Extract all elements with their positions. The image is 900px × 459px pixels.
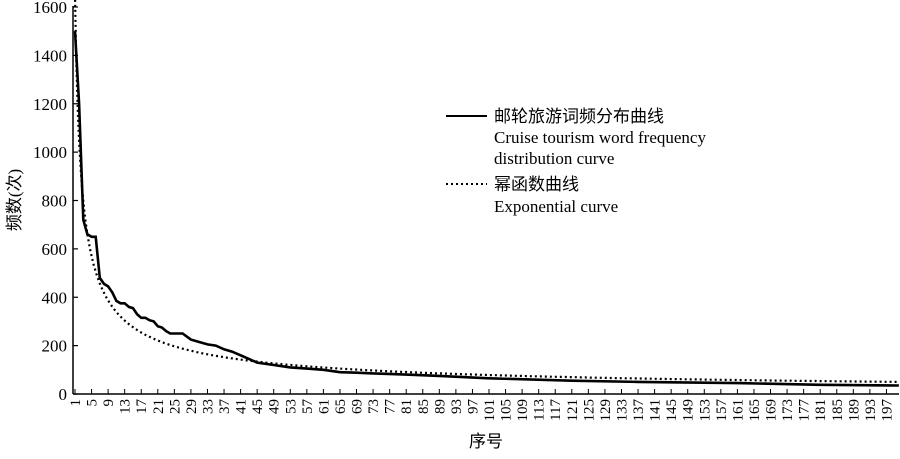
x-tick-label: 149 bbox=[681, 399, 697, 422]
x-tick-label: 185 bbox=[830, 399, 846, 422]
x-tick-label: 45 bbox=[250, 399, 266, 414]
x-tick-label: 177 bbox=[797, 399, 813, 422]
x-tick-label: 25 bbox=[167, 399, 183, 414]
x-tick-label: 53 bbox=[283, 399, 299, 414]
x-tick-label: 49 bbox=[267, 399, 283, 414]
x-tick-label: 41 bbox=[234, 399, 250, 414]
x-tick-label: 9 bbox=[101, 399, 117, 407]
x-tick-label: 57 bbox=[300, 399, 316, 415]
x-tick-label: 21 bbox=[151, 399, 167, 414]
x-tick-label: 29 bbox=[184, 399, 200, 414]
x-tick-label: 101 bbox=[482, 399, 498, 422]
y-tick-label: 400 bbox=[42, 288, 68, 307]
x-tick-label: 105 bbox=[499, 399, 515, 422]
x-tick-label: 89 bbox=[432, 399, 448, 414]
x-tick-label: 189 bbox=[846, 399, 862, 422]
y-tick-label: 1200 bbox=[33, 95, 67, 114]
x-tick-label: 121 bbox=[565, 399, 581, 422]
y-axis-ticks: 0 200 400 600 800 1000 1200 1400 1600 bbox=[33, 0, 78, 404]
word-frequency-series-line bbox=[73, 31, 899, 387]
x-tick-label: 137 bbox=[631, 399, 647, 422]
x-tick-label: 165 bbox=[747, 399, 763, 422]
x-tick-label: 141 bbox=[648, 399, 664, 422]
x-tick-label: 109 bbox=[515, 399, 531, 422]
y-tick-label: 1400 bbox=[33, 46, 67, 65]
legend-label-fit-en: Exponential curve bbox=[494, 197, 618, 216]
x-tick-label: 69 bbox=[350, 399, 366, 414]
y-tick-label: 200 bbox=[42, 337, 68, 356]
x-tick-label: 193 bbox=[863, 399, 879, 422]
x-tick-label: 145 bbox=[664, 399, 680, 422]
x-tick-label: 37 bbox=[217, 399, 233, 415]
x-tick-label: 133 bbox=[614, 399, 630, 422]
x-tick-label: 153 bbox=[697, 399, 713, 422]
x-tick-label: 113 bbox=[532, 399, 548, 421]
x-tick-label: 61 bbox=[316, 399, 332, 414]
legend-label-observed-en-1: Cruise tourism word frequency bbox=[494, 128, 706, 147]
legend-label-observed-en-2: distribution curve bbox=[494, 149, 614, 168]
y-tick-label: 800 bbox=[42, 192, 68, 211]
legend-label-observed: 邮轮旅游词频分布曲线 bbox=[494, 107, 664, 126]
y-tick-label: 1600 bbox=[33, 0, 67, 17]
x-tick-label: 81 bbox=[399, 399, 415, 414]
x-tick-label: 93 bbox=[449, 399, 465, 414]
x-tick-label: 65 bbox=[333, 399, 349, 414]
x-tick-label: 197 bbox=[879, 399, 895, 422]
x-tick-label: 73 bbox=[366, 399, 382, 414]
x-tick-label: 161 bbox=[730, 399, 746, 422]
legend-label-fit: 幂函数曲线 bbox=[494, 175, 579, 194]
x-tick-label: 181 bbox=[813, 399, 829, 422]
x-tick-label: 97 bbox=[465, 399, 481, 415]
x-tick-label: 77 bbox=[383, 399, 399, 415]
x-tick-label: 173 bbox=[780, 399, 796, 422]
x-tick-label: 33 bbox=[200, 399, 216, 414]
y-tick-label: 0 bbox=[59, 385, 68, 404]
x-tick-label: 85 bbox=[416, 399, 432, 414]
y-axis-label: 频数(次) bbox=[5, 169, 24, 231]
x-tick-label: 125 bbox=[581, 399, 597, 422]
x-tick-label: 169 bbox=[764, 399, 780, 422]
y-tick-label: 600 bbox=[42, 240, 68, 259]
x-tick-label: 157 bbox=[714, 399, 730, 422]
x-tick-label: 117 bbox=[548, 399, 564, 421]
x-tick-label: 17 bbox=[134, 399, 150, 415]
y-tick-label: 1000 bbox=[33, 143, 67, 162]
x-tick-label: 5 bbox=[85, 399, 101, 407]
legend: 邮轮旅游词频分布曲线 Cruise tourism word frequency… bbox=[446, 107, 706, 216]
x-axis-label: 序号 bbox=[469, 432, 503, 451]
power-fit-series-line bbox=[73, 0, 899, 383]
x-tick-label: 129 bbox=[598, 399, 614, 422]
x-tick-label: 1 bbox=[68, 399, 84, 407]
x-axis-ticks: 1 5 9 13 17 21 25 29 33 37 41 45 49 53 57 61 65 69 73 77 81 8… bbox=[68, 389, 895, 422]
x-tick-label: 13 bbox=[118, 399, 134, 414]
